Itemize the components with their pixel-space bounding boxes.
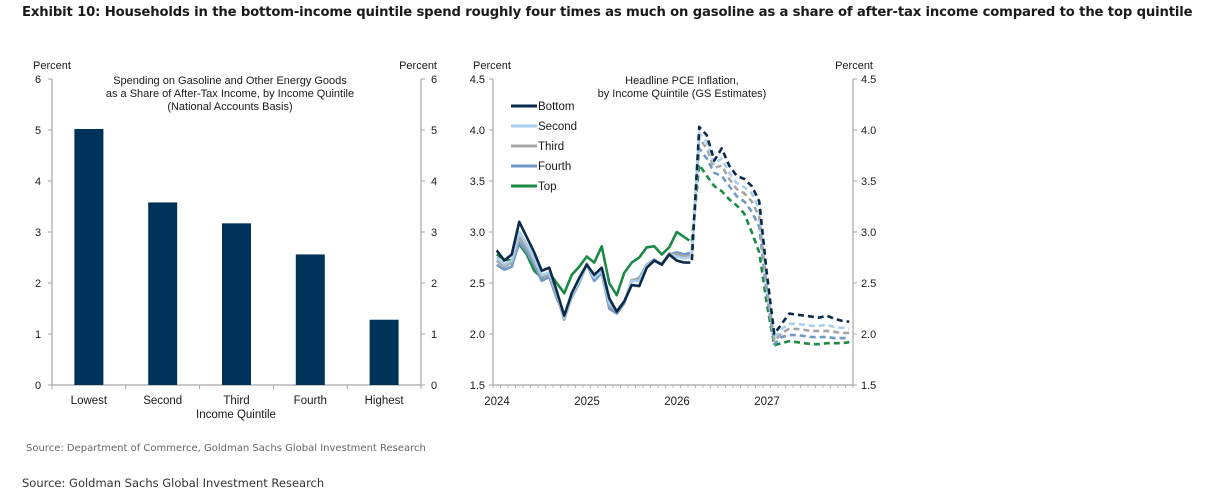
line-left-tick-label: 4.0	[470, 125, 485, 137]
series-top-actual	[496, 230, 685, 297]
line-chart-title: Headline PCE Inflation, by Income Quinti…	[598, 75, 767, 100]
bar-second	[148, 202, 178, 385]
bar-title-line-2: as a Share of After-Tax Income, by Incom…	[106, 88, 354, 100]
legend-label-third: Third	[538, 141, 564, 153]
bar-left-tick-label: 6	[35, 74, 41, 86]
line-x-tick-label: 2025	[574, 396, 600, 408]
series-fourth-forecast	[683, 147, 850, 346]
line-left-tick-label: 1.5	[470, 380, 485, 392]
bar-right-tick-label: 4	[431, 176, 437, 188]
series-top-forecast	[683, 163, 850, 347]
line-right-tick-label: 3.0	[861, 227, 876, 239]
line-title-line-2: by Income Quintile (GS Estimates)	[598, 88, 767, 100]
bar-right-tick-label: 6	[431, 74, 437, 86]
bar-left-tick-label: 3	[35, 227, 41, 239]
source-note-chart: Source: Department of Commerce, Goldman …	[26, 443, 426, 454]
line-right-tick-label: 4.0	[861, 125, 876, 137]
bar-right-tick-label: 0	[431, 380, 437, 392]
legend-label-fourth: Fourth	[538, 161, 571, 173]
legend-label-second: Second	[538, 121, 577, 133]
bar-chart-title: Spending on Gasoline and Other Energy Go…	[106, 75, 354, 113]
line-right-tick-label: 1.5	[861, 380, 876, 392]
line-chart: Percent Percent Headline PCE Inflation, …	[470, 60, 877, 408]
bar-highest	[369, 319, 399, 385]
exhibit-title: Exhibit 10: Households in the bottom-inc…	[22, 5, 1193, 20]
bar-left-tick-label: 5	[35, 125, 41, 137]
line-right-tick-label: 2.0	[861, 329, 876, 341]
line-left-tick-label: 2.5	[470, 278, 485, 290]
bar-x-label: Second	[143, 395, 182, 407]
bar-left-tick-label: 2	[35, 278, 41, 290]
line-right-tick-label: 4.5	[861, 74, 876, 86]
line-title-line-1: Headline PCE Inflation,	[625, 75, 739, 87]
bar-x-label: Lowest	[71, 395, 108, 407]
bar-right-tick-label: 3	[431, 227, 437, 239]
bar-left-tick-label: 4	[35, 176, 41, 188]
line-x-tick-label: 2024	[484, 396, 510, 408]
bar-x-label: Fourth	[294, 395, 327, 407]
line-left-tick-label: 3.5	[470, 176, 485, 188]
line-left-axis-unit: Percent	[473, 60, 511, 72]
line-x-tick-label: 2026	[664, 396, 690, 408]
bar-right-tick-label: 5	[431, 125, 437, 137]
series-bottom-forecast	[684, 125, 850, 336]
bar-third	[222, 223, 251, 385]
bar-right-tick-label: 2	[431, 278, 437, 290]
legend-label-top: Top	[538, 181, 557, 193]
line-right-tick-label: 3.5	[861, 176, 876, 188]
bar-fourth	[295, 254, 325, 385]
series-third-forecast	[684, 136, 850, 343]
line-right-axis-unit: Percent	[835, 60, 873, 72]
bar-left-tick-label: 1	[35, 329, 41, 341]
bar-title-line-1: Spending on Gasoline and Other Energy Go…	[113, 75, 347, 87]
bar-right-axis-unit: Percent	[399, 60, 437, 72]
bar-x-axis-title: Income Quintile	[196, 409, 276, 421]
line-x-tick-label: 2027	[754, 396, 780, 408]
source-note-exhibit: Source: Goldman Sachs Global Investment …	[22, 476, 325, 490]
line-left-tick-label: 2.0	[470, 329, 485, 341]
line-legend: Bottom Second Third Fourth Top	[511, 101, 577, 193]
line-right-tick-label: 2.5	[861, 278, 876, 290]
bar-x-label: Third	[223, 395, 249, 407]
bar-chart: Percent Percent Spending on Gasoline and…	[33, 60, 437, 421]
line-left-tick-label: 3.0	[470, 227, 485, 239]
bar-left-tick-label: 0	[35, 380, 41, 392]
bar-title-line-3: (National Accounts Basis)	[167, 101, 292, 113]
bar-x-label: Highest	[365, 395, 405, 407]
legend-label-bottom: Bottom	[538, 101, 574, 113]
series-bottom-actual	[495, 220, 685, 317]
bar-left-axis-unit: Percent	[33, 60, 71, 72]
line-left-tick-label: 4.5	[470, 74, 485, 86]
bar-lowest	[74, 128, 104, 386]
bar-right-tick-label: 1	[431, 329, 437, 341]
